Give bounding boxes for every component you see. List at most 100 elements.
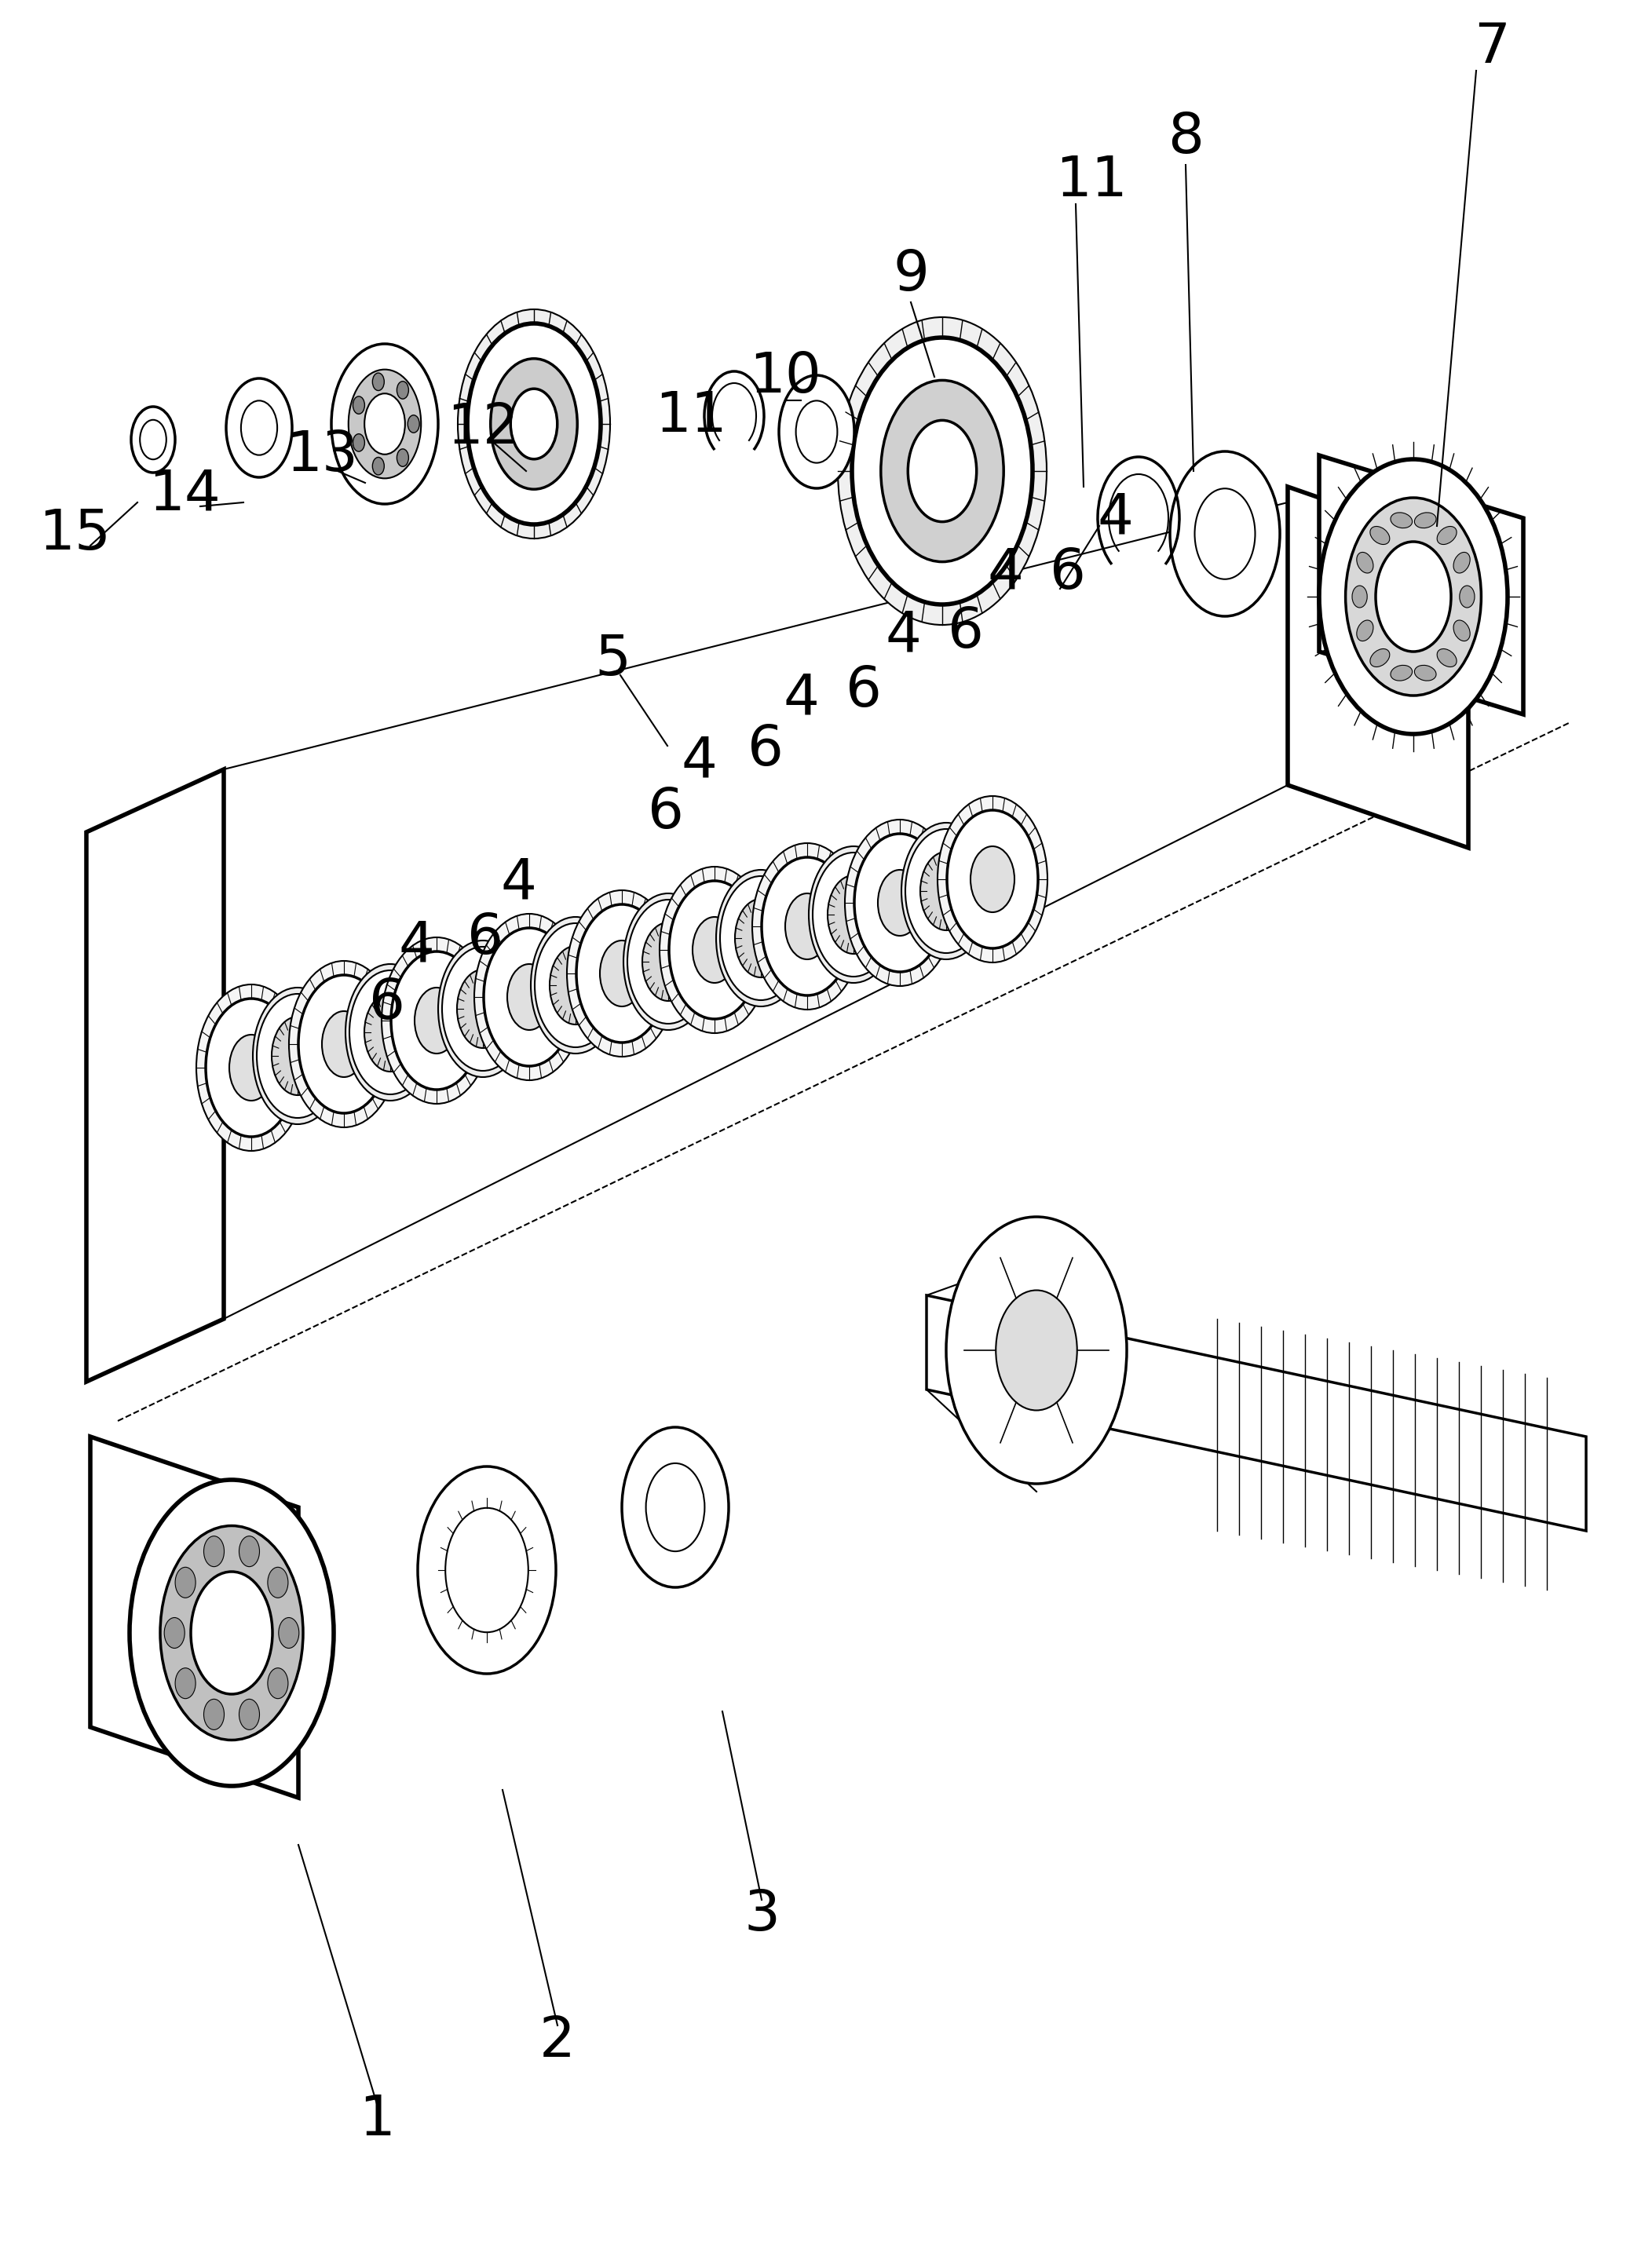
Ellipse shape [1415, 513, 1436, 528]
Polygon shape [1288, 488, 1469, 848]
Ellipse shape [350, 971, 431, 1095]
Text: 10: 10 [748, 349, 822, 404]
Ellipse shape [623, 1427, 729, 1588]
Ellipse shape [397, 381, 408, 399]
Ellipse shape [779, 374, 855, 488]
Ellipse shape [752, 844, 863, 1009]
Ellipse shape [1459, 585, 1474, 608]
Ellipse shape [239, 1699, 260, 1730]
Ellipse shape [735, 898, 786, 978]
Ellipse shape [474, 914, 585, 1080]
Ellipse shape [549, 946, 601, 1025]
Ellipse shape [693, 916, 737, 982]
Polygon shape [926, 1295, 1587, 1531]
Ellipse shape [845, 819, 954, 987]
Ellipse shape [855, 835, 946, 973]
Text: 13: 13 [286, 429, 358, 483]
Ellipse shape [364, 392, 405, 454]
Ellipse shape [278, 1617, 299, 1649]
Ellipse shape [627, 900, 709, 1023]
Ellipse shape [458, 968, 508, 1048]
Ellipse shape [510, 388, 557, 458]
Text: 12: 12 [446, 401, 520, 456]
Ellipse shape [415, 987, 459, 1055]
Ellipse shape [905, 830, 987, 953]
Ellipse shape [877, 871, 922, 937]
Ellipse shape [204, 1535, 224, 1567]
Ellipse shape [1391, 513, 1412, 528]
Ellipse shape [271, 1016, 324, 1095]
Ellipse shape [196, 984, 306, 1150]
Ellipse shape [507, 964, 551, 1030]
Text: 4: 4 [500, 855, 536, 909]
Ellipse shape [1369, 649, 1389, 667]
Ellipse shape [364, 993, 417, 1070]
Ellipse shape [838, 318, 1047, 626]
Ellipse shape [796, 401, 837, 463]
Ellipse shape [240, 401, 278, 456]
Ellipse shape [786, 894, 828, 959]
Text: 6: 6 [369, 975, 405, 1030]
Text: 6: 6 [1051, 547, 1087, 601]
Text: 11: 11 [655, 390, 727, 442]
Ellipse shape [1391, 665, 1412, 680]
Ellipse shape [204, 1699, 224, 1730]
Ellipse shape [345, 964, 435, 1100]
Ellipse shape [1356, 551, 1373, 574]
Ellipse shape [268, 1667, 288, 1699]
Ellipse shape [534, 923, 616, 1048]
Ellipse shape [175, 1567, 196, 1599]
Ellipse shape [322, 1012, 366, 1077]
Ellipse shape [225, 379, 292, 476]
Polygon shape [87, 769, 224, 1381]
Text: 6: 6 [647, 785, 685, 839]
Ellipse shape [408, 415, 420, 433]
Text: 3: 3 [743, 1889, 779, 1944]
Ellipse shape [438, 941, 528, 1077]
Ellipse shape [373, 458, 384, 474]
Ellipse shape [1415, 665, 1436, 680]
Ellipse shape [1369, 526, 1389, 544]
Ellipse shape [129, 1479, 333, 1785]
Text: 7: 7 [1474, 20, 1510, 75]
Ellipse shape [458, 308, 609, 538]
Ellipse shape [812, 853, 894, 978]
Ellipse shape [642, 923, 694, 1000]
Text: 8: 8 [1168, 111, 1204, 166]
Ellipse shape [971, 846, 1015, 912]
Text: 6: 6 [748, 723, 784, 778]
Ellipse shape [348, 370, 422, 479]
Ellipse shape [1436, 526, 1456, 544]
Ellipse shape [1345, 497, 1480, 696]
Ellipse shape [948, 810, 1038, 948]
Text: 4: 4 [783, 671, 819, 726]
Text: 9: 9 [892, 247, 928, 302]
Ellipse shape [1436, 649, 1456, 667]
Ellipse shape [289, 962, 399, 1127]
Ellipse shape [229, 1034, 273, 1100]
Ellipse shape [1454, 619, 1471, 642]
Ellipse shape [567, 891, 676, 1057]
Text: 6: 6 [948, 606, 984, 660]
Text: 4: 4 [399, 919, 435, 973]
Ellipse shape [881, 381, 1003, 562]
Text: 6: 6 [846, 665, 882, 719]
Ellipse shape [484, 928, 575, 1066]
Polygon shape [90, 1436, 299, 1799]
Ellipse shape [490, 358, 577, 490]
Ellipse shape [1170, 451, 1279, 617]
Ellipse shape [373, 372, 384, 390]
Ellipse shape [827, 875, 879, 955]
Ellipse shape [577, 905, 667, 1043]
Text: 4: 4 [1096, 492, 1132, 544]
Polygon shape [1319, 456, 1523, 714]
Ellipse shape [938, 796, 1047, 962]
Ellipse shape [165, 1617, 185, 1649]
Text: 4: 4 [681, 735, 717, 789]
Text: 11: 11 [1056, 154, 1127, 209]
Ellipse shape [382, 937, 492, 1105]
Ellipse shape [160, 1526, 302, 1740]
Text: 15: 15 [39, 506, 111, 560]
Ellipse shape [391, 953, 482, 1089]
Ellipse shape [920, 853, 972, 930]
